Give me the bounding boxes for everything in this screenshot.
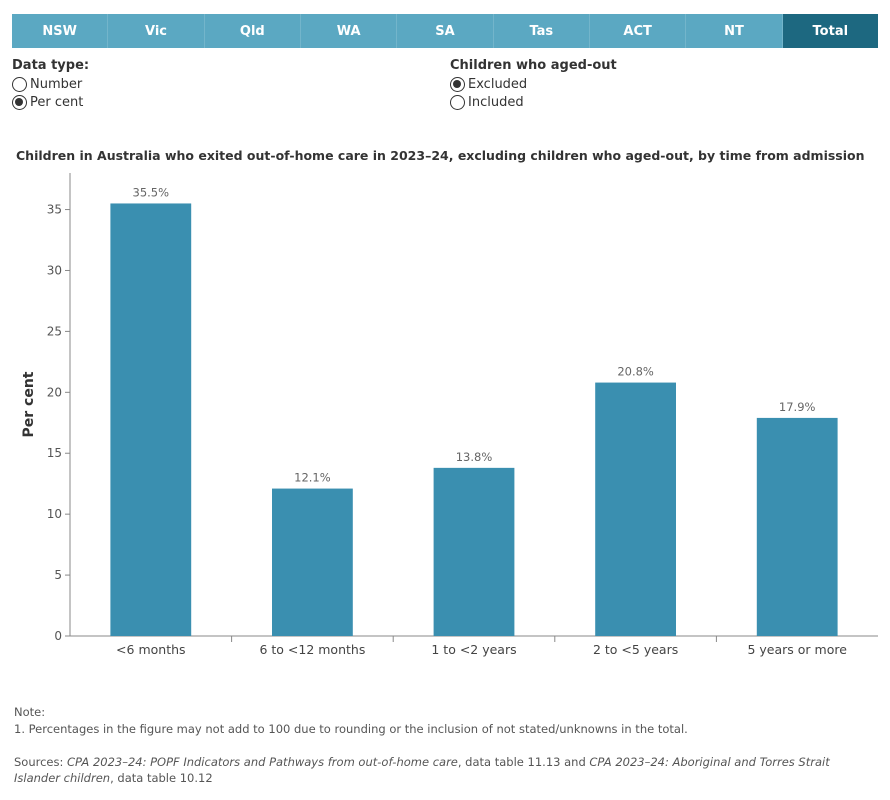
bar[interactable] bbox=[433, 467, 515, 636]
tab-nt[interactable]: NT bbox=[686, 14, 783, 48]
radio-included[interactable] bbox=[450, 94, 465, 110]
x-tick-label: 6 to <12 months bbox=[259, 642, 365, 657]
aged-out-option-included[interactable]: Included bbox=[450, 93, 617, 111]
tab-tas[interactable]: Tas bbox=[494, 14, 590, 48]
y-tick-label: 5 bbox=[54, 568, 62, 582]
bar-data-label: 17.9% bbox=[779, 400, 816, 414]
y-tick-label: 15 bbox=[47, 446, 62, 460]
bar[interactable] bbox=[595, 382, 676, 636]
data-type-option-per-cent[interactable]: Per cent bbox=[12, 93, 89, 111]
notes-heading: Note: bbox=[14, 705, 46, 719]
bar-data-label: 35.5% bbox=[133, 185, 170, 199]
x-tick-label: 2 to <5 years bbox=[593, 642, 678, 657]
tab-act[interactable]: ACT bbox=[590, 14, 687, 48]
data-type-option-number[interactable]: Number bbox=[12, 75, 89, 93]
y-tick-label: 10 bbox=[47, 507, 62, 521]
data-type-per-cent-label: Per cent bbox=[30, 94, 84, 110]
chart-title: Children in Australia who exited out-of-… bbox=[16, 148, 865, 163]
y-tick-label: 35 bbox=[47, 203, 62, 217]
tab-vic[interactable]: Vic bbox=[108, 14, 205, 48]
y-tick-label: 30 bbox=[47, 263, 62, 277]
data-type-control: Data type: Number Per cent bbox=[12, 58, 89, 111]
bar-chart: 0 5 10 15 20 25 30 35 Per cent 35.5% <6 months 12.1… bbox=[21, 173, 878, 657]
bar[interactable] bbox=[110, 203, 192, 637]
tab-wa[interactable]: WA bbox=[301, 14, 398, 48]
radio-per-cent[interactable] bbox=[12, 94, 27, 110]
bar-data-label: 13.8% bbox=[456, 450, 493, 464]
data-type-number-label: Number bbox=[30, 76, 83, 92]
aged-out-option-excluded[interactable]: Excluded bbox=[450, 75, 617, 93]
bar[interactable] bbox=[272, 488, 353, 636]
radio-excluded[interactable] bbox=[450, 76, 465, 92]
sources: Sources: CPA 2023–24: POPF Indicators an… bbox=[14, 754, 874, 786]
x-tick-label: 1 to <2 years bbox=[431, 642, 516, 657]
source-ref-1[interactable]: CPA 2023–24: POPF Indicators and Pathway… bbox=[67, 755, 458, 769]
note-item: 1. Percentages in the figure may not add… bbox=[14, 722, 688, 736]
notes: Note: 1. Percentages in the figure may n… bbox=[14, 704, 688, 738]
y-tick-label: 20 bbox=[47, 385, 62, 399]
sources-prefix: Sources: bbox=[14, 755, 68, 769]
y-tick-label: 25 bbox=[47, 324, 62, 338]
bar-data-label: 20.8% bbox=[617, 365, 654, 379]
aged-out-control: Children who aged-out Excluded Included bbox=[450, 58, 617, 111]
tab-nsw[interactable]: NSW bbox=[12, 14, 109, 48]
tab-qld[interactable]: Qld bbox=[205, 14, 301, 48]
x-tick-label: 5 years or more bbox=[747, 642, 847, 657]
aged-out-included-label: Included bbox=[468, 94, 524, 110]
radio-number[interactable] bbox=[12, 76, 27, 92]
sources-suffix: , data table 10.12 bbox=[110, 771, 213, 785]
aged-out-excluded-label: Excluded bbox=[468, 76, 528, 92]
tab-total[interactable]: Total bbox=[782, 14, 878, 48]
state-tabs: NSW Vic Qld WA SA Tas ACT NT Total bbox=[12, 14, 878, 48]
bar-data-label: 12.1% bbox=[294, 471, 331, 485]
data-type-title: Data type: bbox=[12, 58, 90, 73]
x-tick-label: <6 months bbox=[116, 642, 185, 657]
tab-sa[interactable]: SA bbox=[397, 14, 494, 48]
y-axis-title: Per cent bbox=[21, 371, 37, 437]
sources-mid: , data table 11.13 and bbox=[457, 755, 590, 769]
source-ref-2[interactable]: CPA 2023–24: Aboriginal and Torres Strai… bbox=[14, 755, 830, 785]
y-tick-label: 0 bbox=[54, 629, 62, 643]
bar[interactable] bbox=[756, 417, 838, 636]
aged-out-title: Children who aged-out bbox=[450, 58, 617, 73]
